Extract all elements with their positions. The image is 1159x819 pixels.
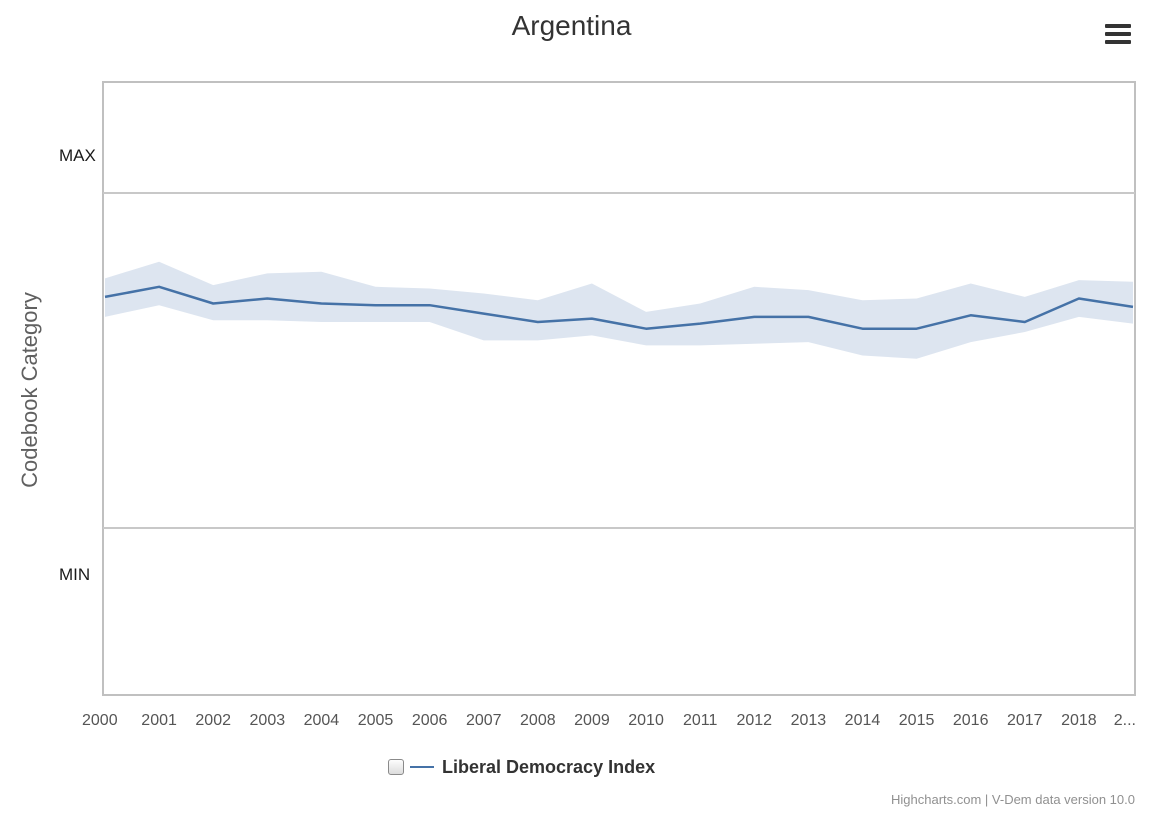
x-tick-label: 2012: [736, 712, 772, 729]
x-tick-label: 2002: [195, 712, 231, 729]
x-tick-label: 2018: [1061, 712, 1097, 729]
data-point[interactable]: [101, 293, 109, 301]
chart-title: Argentina: [511, 10, 632, 41]
x-tick-label: 2017: [1007, 712, 1043, 729]
x-tick-label: 2005: [358, 712, 394, 729]
y-tick-label-min: MIN: [59, 565, 90, 584]
x-tick-label: 2003: [250, 712, 286, 729]
legend-item[interactable]: Liberal Democracy Index: [388, 754, 655, 780]
data-point[interactable]: [913, 325, 921, 333]
x-tick-label: 2...: [1114, 712, 1136, 729]
y-tick-label-max: MAX: [59, 146, 96, 165]
legend-label: Liberal Democracy Index: [442, 756, 656, 777]
legend-line-swatch: [410, 766, 434, 768]
data-point[interactable]: [1075, 295, 1083, 303]
x-tick-label: 2014: [845, 712, 881, 729]
menu-button[interactable]: [1100, 18, 1136, 50]
legend-checkbox[interactable]: [388, 759, 404, 775]
x-tick-label: 2015: [899, 712, 935, 729]
confidence-band: [105, 261, 1133, 359]
x-tick-label: 2016: [953, 712, 989, 729]
x-tick-label: 2007: [466, 712, 502, 729]
data-point[interactable]: [1129, 303, 1137, 311]
x-tick-label: 2004: [304, 712, 340, 729]
data-point[interactable]: [696, 320, 704, 328]
data-point[interactable]: [642, 325, 650, 333]
x-tick-label: 2006: [412, 712, 448, 729]
data-point[interactable]: [1021, 318, 1029, 326]
data-point[interactable]: [480, 310, 488, 318]
data-point[interactable]: [804, 313, 812, 321]
data-point[interactable]: [426, 301, 434, 309]
plot-frame: [102, 81, 1136, 696]
data-point[interactable]: [534, 318, 542, 326]
x-tick-label: 2001: [141, 712, 177, 729]
data-point[interactable]: [967, 311, 975, 319]
data-point[interactable]: [858, 325, 866, 333]
x-tick-label: 2010: [628, 712, 664, 729]
x-tick-label: 2011: [683, 712, 718, 729]
credits[interactable]: Highcharts.com | V-Dem data version 10.0: [891, 792, 1135, 807]
data-point[interactable]: [750, 313, 758, 321]
x-tick-label: 2013: [791, 712, 827, 729]
data-point[interactable]: [209, 300, 217, 308]
x-tick-label: 2000: [82, 712, 118, 729]
data-point[interactable]: [155, 283, 163, 291]
y-axis-title: Codebook Category: [17, 292, 42, 488]
series-line-liberal-democracy-index[interactable]: [104, 285, 1134, 330]
x-tick-label: 2008: [520, 712, 556, 729]
hamburger-icon: [1105, 24, 1131, 44]
chart-area: MAX MIN 2000 2001 2002 2003 2004 2005 2006 2007 2…: [17, 81, 1137, 729]
x-tick-label: 2009: [574, 712, 610, 729]
data-point[interactable]: [588, 315, 596, 323]
data-point[interactable]: [317, 300, 325, 308]
data-point[interactable]: [372, 301, 380, 309]
data-point[interactable]: [263, 295, 271, 303]
